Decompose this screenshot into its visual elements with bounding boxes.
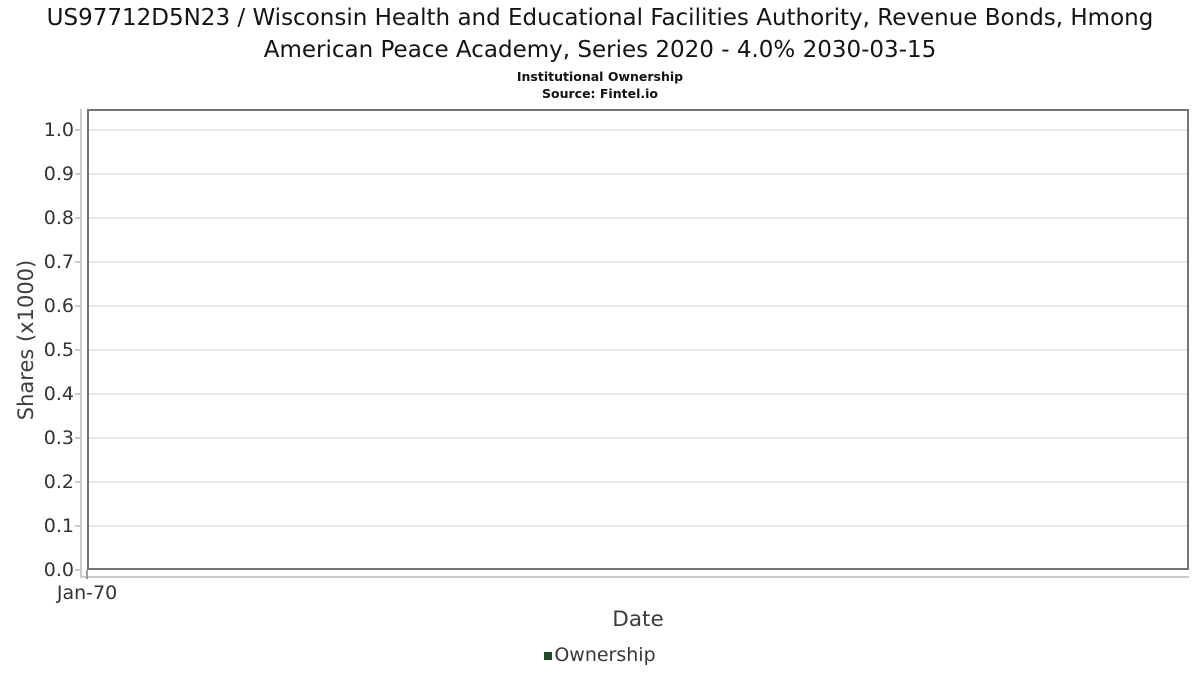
h-gridline (89, 349, 1187, 351)
y-tick-mark (75, 261, 80, 263)
y-tick-label: 0.8 (43, 207, 74, 229)
h-gridline (89, 261, 1187, 263)
h-gridline (89, 305, 1187, 307)
y-tick-label: 0.4 (43, 383, 74, 405)
h-gridline (89, 437, 1187, 439)
y-tick-label: 0.5 (43, 339, 74, 361)
x-axis-line (80, 576, 1189, 578)
y-tick-mark (75, 129, 80, 131)
y-tick-mark (75, 393, 80, 395)
y-axis-line (80, 109, 82, 578)
y-tick-label: 0.0 (43, 559, 74, 581)
y-tick-mark (75, 173, 80, 175)
legend-item-ownership[interactable]: Ownership (544, 644, 656, 666)
y-tick-mark (75, 217, 80, 219)
h-gridline (89, 481, 1187, 483)
h-gridline (89, 393, 1187, 395)
y-tick-mark (75, 569, 80, 571)
h-gridline (89, 129, 1187, 131)
x-tick-label: Jan-70 (56, 582, 118, 604)
y-tick-label: 0.9 (43, 163, 74, 185)
y-tick-mark (75, 437, 80, 439)
y-tick-label: 0.6 (43, 295, 74, 317)
page-title: US97712D5N23 / Wisconsin Health and Educ… (46, 5, 1154, 63)
x-tick-mark (86, 570, 88, 579)
chart-subtitle: Institutional Ownership (516, 69, 684, 84)
legend-label: Ownership (554, 644, 656, 666)
x-axis-title: Date (612, 607, 664, 632)
y-tick-label: 1.0 (43, 119, 74, 141)
y-tick-label: 0.1 (43, 515, 74, 537)
legend: Ownership (0, 644, 1200, 666)
y-tick-mark (75, 525, 80, 527)
y-tick-mark (75, 349, 80, 351)
y-tick-mark (75, 481, 80, 483)
plot-area (87, 109, 1189, 570)
h-gridline (89, 173, 1187, 175)
h-gridline (89, 217, 1187, 219)
y-tick-label: 0.2 (43, 471, 74, 493)
h-gridline (89, 525, 1187, 527)
y-tick-label: 0.7 (43, 251, 74, 273)
legend-swatch-icon (544, 652, 553, 660)
y-tick-mark (75, 305, 80, 307)
source-note: Source: Fintel.io (542, 86, 658, 101)
y-tick-label: 0.3 (43, 427, 74, 449)
